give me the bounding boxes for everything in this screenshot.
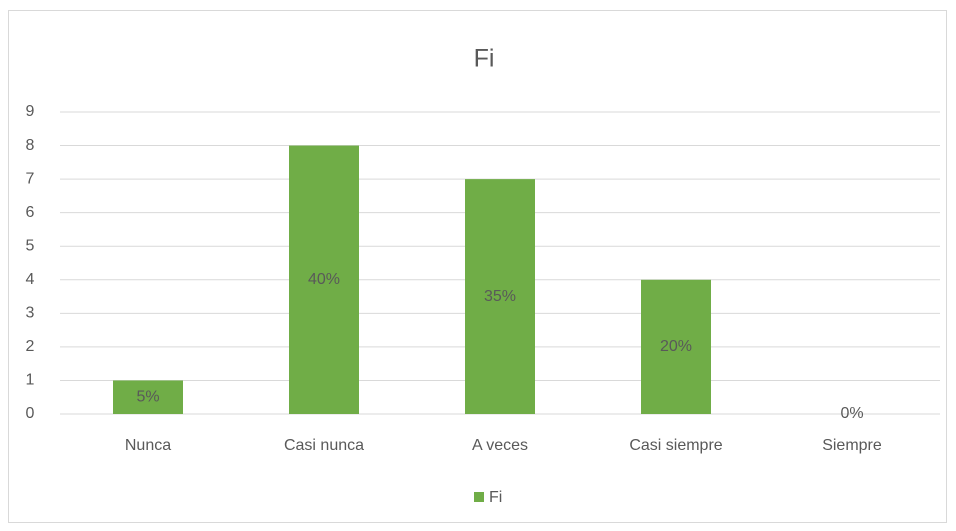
x-tick-label: A veces [472, 437, 528, 454]
data-label: 0% [840, 405, 863, 422]
y-tick-label: 2 [26, 338, 35, 355]
data-label: 35% [484, 288, 516, 305]
y-tick-label: 9 [26, 103, 35, 120]
y-tick-label: 8 [26, 137, 35, 154]
y-tick-label: 3 [26, 305, 35, 322]
data-label: 40% [308, 271, 340, 288]
x-tick-label: Casi nunca [284, 437, 364, 454]
y-tick-label: 6 [26, 204, 35, 221]
bar [113, 380, 183, 414]
bar [465, 179, 535, 414]
chart-title: Fi [474, 45, 495, 73]
bar [641, 279, 711, 414]
y-tick-label: 5 [26, 237, 35, 254]
data-label: 5% [136, 388, 159, 405]
bar [289, 145, 359, 415]
y-tick-label: 4 [26, 271, 35, 288]
x-tick-label: Casi siempre [629, 437, 722, 454]
y-tick-label: 7 [26, 170, 35, 187]
x-tick-label: Nunca [125, 437, 171, 454]
legend-swatch [474, 492, 484, 502]
y-tick-label: 1 [26, 372, 35, 389]
legend-label: Fi [489, 489, 502, 506]
data-label: 20% [660, 338, 692, 355]
x-tick-label: Siempre [822, 437, 882, 454]
y-tick-label: 0 [26, 405, 35, 422]
